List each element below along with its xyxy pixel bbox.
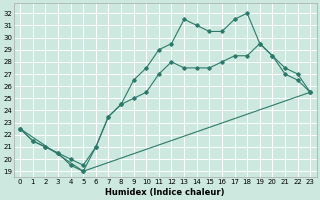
X-axis label: Humidex (Indice chaleur): Humidex (Indice chaleur) (106, 188, 225, 197)
